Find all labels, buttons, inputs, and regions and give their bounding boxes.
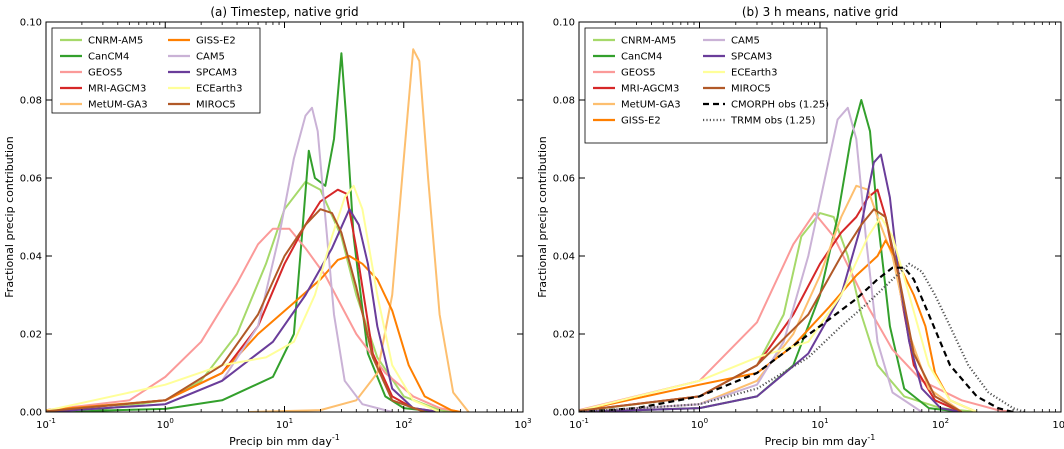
- y-tick-label: 0.02: [20, 330, 42, 341]
- series-line-spcam3: [579, 153, 962, 412]
- legend-label: SPCAM3: [731, 52, 772, 63]
- series-line-geos5: [46, 227, 461, 412]
- series-group: [46, 48, 470, 412]
- legend-label: CanCM4: [621, 52, 662, 63]
- x-tick-label: 103: [1052, 417, 1064, 431]
- series-line-cmorph-obs-1-25: [579, 266, 1014, 412]
- series-line-geos5: [579, 212, 1014, 412]
- legend-label: SPCAM3: [196, 68, 237, 79]
- legend-label: MIROC5: [196, 100, 236, 111]
- legend-label: MRI-AGCM3: [621, 84, 679, 95]
- legend-box: [51, 27, 261, 114]
- y-tick-label: 0.04: [553, 252, 575, 263]
- legend-label: MetUM-GA3: [621, 100, 681, 111]
- panel-a: (a) Timestep, native grid 10-1 100 101 102 10…: [3, 5, 532, 448]
- series-line-miroc5: [579, 208, 963, 412]
- x-tick-label: 101: [276, 417, 293, 431]
- series-line-spcam3: [46, 208, 440, 412]
- series-line-miroc5: [46, 208, 426, 412]
- chart-title: (a) Timestep, native grid: [210, 5, 358, 19]
- x-axis-label: Precip bin mm day-1: [765, 433, 876, 448]
- legend-label: ECEarth3: [196, 84, 242, 95]
- series-line-cnrm-am5: [579, 212, 977, 412]
- y-tick-label: 0.08: [20, 96, 42, 107]
- series-line-cam5: [46, 106, 393, 412]
- x-tick-label: 100: [157, 417, 174, 431]
- legend-label: CAM5: [731, 36, 760, 47]
- series-line-cancm4: [46, 52, 440, 412]
- x-tick-label: 102: [395, 417, 412, 431]
- series-line-metum-ga3: [579, 184, 963, 412]
- y-axis-label: Fractional precip contribution: [536, 136, 549, 298]
- legend-label: TRMM obs (1.25): [730, 116, 816, 127]
- series-group: [579, 99, 1026, 412]
- y-tick-label: 0.04: [20, 252, 42, 263]
- legend-label: ECEarth3: [731, 68, 777, 79]
- legend-label: GEOS5: [621, 68, 656, 79]
- legend-box: [584, 27, 828, 144]
- legend-label: CNRM-AM5: [88, 36, 143, 47]
- y-tick-label: 0.10: [553, 18, 575, 29]
- y-tick-label: 0.06: [553, 174, 575, 185]
- x-tick-label: 10-1: [36, 417, 56, 431]
- x-tick-label: 101: [811, 417, 828, 431]
- y-axis-label: Fractional precip contribution: [3, 136, 16, 298]
- y-tick-label: 0.10: [20, 18, 42, 29]
- legend-label: CAM5: [196, 52, 225, 63]
- chart-title: (b) 3 h means, native grid: [742, 5, 898, 19]
- legend: CNRM-AM5 CanCM4 GEOS5 MRI-AGCM3 MetUM-GA3 GIS…: [584, 27, 829, 144]
- legend-label: MIROC5: [731, 84, 771, 95]
- series-line-cam5: [579, 106, 923, 412]
- legend-label: CMORPH obs (1.25): [731, 100, 829, 111]
- panel-b: (b) 3 h means, native grid 10-1 100 101 102 1…: [536, 5, 1064, 448]
- legend-label: GEOS5: [88, 68, 123, 79]
- y-tick-label: 0.02: [553, 330, 575, 341]
- y-tick-label: 0.00: [553, 408, 575, 419]
- y-tick-label: 0.06: [20, 174, 42, 185]
- legend-label: MRI-AGCM3: [88, 84, 146, 95]
- legend-label: CNRM-AM5: [621, 36, 676, 47]
- series-line-mri-agcm3: [46, 188, 440, 412]
- legend-label: MetUM-GA3: [88, 100, 148, 111]
- series-line-metum-ga3: [248, 48, 470, 412]
- series-line-trmm-obs-1-25: [579, 262, 1026, 412]
- y-tick-label: 0.08: [553, 96, 575, 107]
- x-tick-label: 100: [691, 417, 708, 431]
- legend-label: GISS-E2: [196, 36, 236, 47]
- x-axis-label: Precip bin mm day-1: [229, 433, 340, 448]
- legend-label: GISS-E2: [621, 116, 661, 127]
- series-line-giss-e2: [46, 255, 461, 412]
- series-line-ecearth3: [579, 216, 978, 412]
- x-tick-label: 10-1: [569, 417, 589, 431]
- series-line-ecearth3: [46, 184, 441, 412]
- legend-label: CanCM4: [88, 52, 129, 63]
- x-tick-label: 102: [932, 417, 949, 431]
- x-tick-label: 103: [514, 417, 531, 431]
- legend: CNRM-AM5 CanCM4 GEOS5 MRI-AGCM3 MetUM-GA3 GIS…: [51, 27, 261, 114]
- y-tick-label: 0.00: [20, 408, 42, 419]
